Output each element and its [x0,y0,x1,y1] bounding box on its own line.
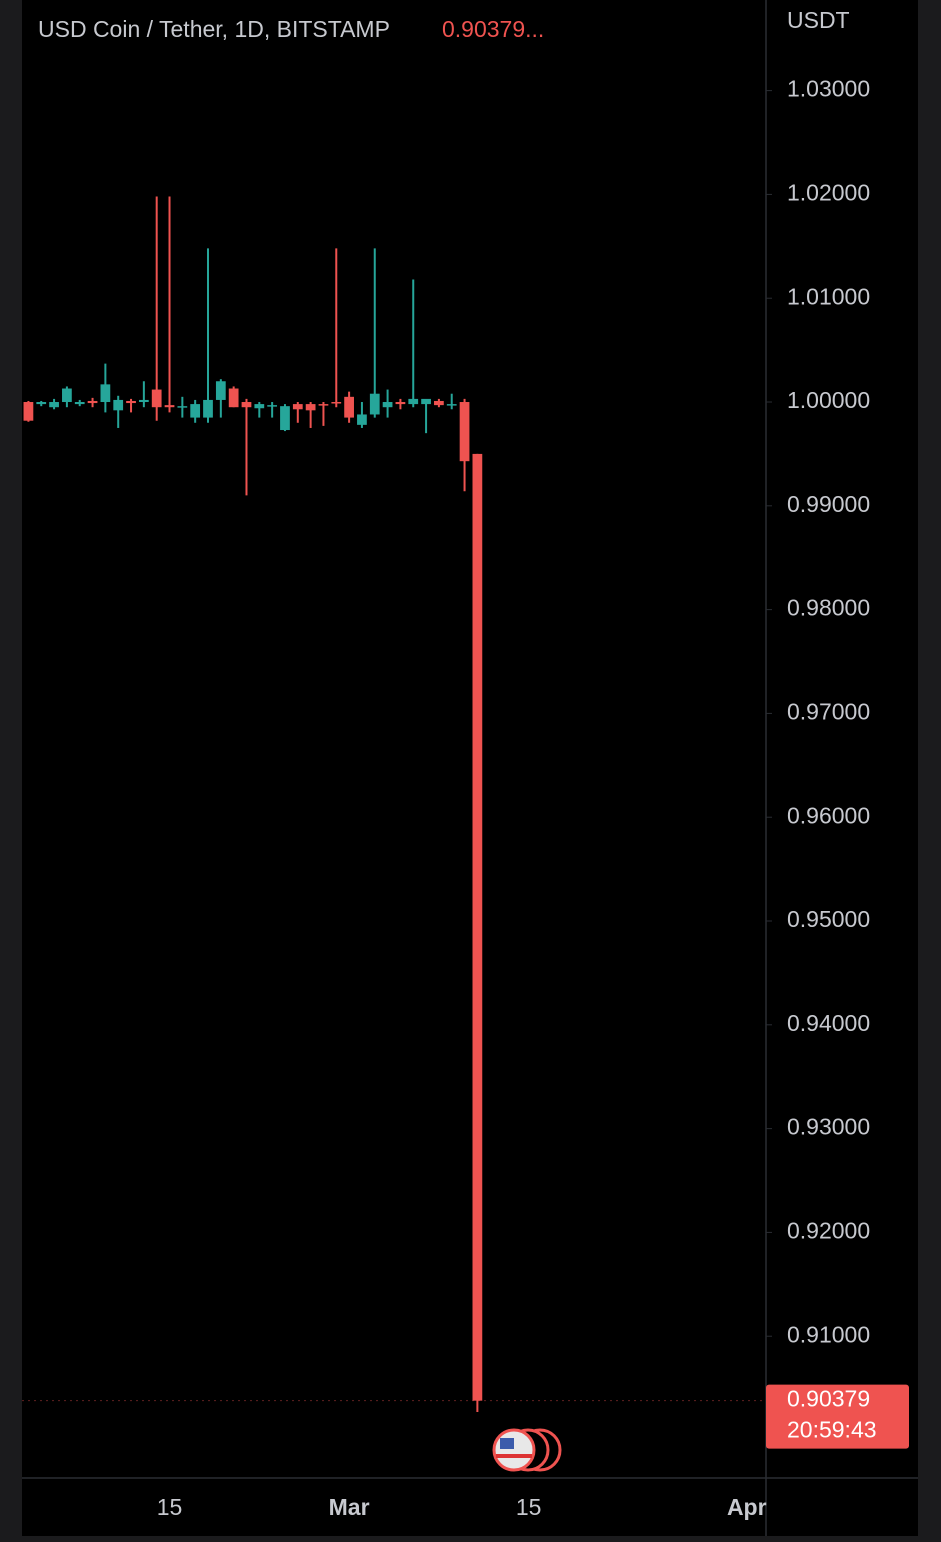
candle-body [408,398,419,405]
candle-body [190,404,201,418]
candle-body [113,399,124,411]
price-tag [766,1384,909,1449]
candle-body [421,398,431,405]
chart-background [22,0,918,1536]
event-icon [492,1428,536,1472]
candle-body [87,400,98,404]
y-tick-label: 0.91000 [787,1321,870,1347]
candle-body [344,396,354,418]
candle-body [446,404,457,406]
y-tick-label: 0.97000 [787,698,870,724]
y-tick-label: 0.95000 [787,906,870,932]
y-tick-label: 0.98000 [787,595,870,621]
header-price: 0.90379... [442,16,544,42]
candle-body [228,388,239,408]
candle-body [395,402,406,405]
flag-canton [500,1438,514,1449]
candle-body [459,402,470,462]
candle-body [151,389,162,408]
y-tick-label: 1.01000 [787,283,870,309]
candle-body [357,414,367,425]
candle-body [434,400,444,406]
candle-body [36,402,47,405]
candle-body [369,393,380,415]
candle-body [62,388,72,403]
candle-body [100,384,111,403]
candle-body [215,381,226,400]
x-tick-label: 15 [516,1494,542,1520]
candle-body [177,406,188,408]
y-tick-label: 1.00000 [787,387,870,413]
x-tick-label: Apr [727,1494,767,1520]
y-tick-label: 0.93000 [787,1114,870,1140]
y-tick-label: 0.96000 [787,802,870,828]
candle-body [138,399,149,403]
x-tick-label: 15 [157,1494,183,1520]
candle-body [267,405,278,407]
price-tag-value: 0.90379 [787,1386,870,1412]
y-tick-label: 0.99000 [787,491,870,517]
candle-body [241,402,252,408]
candle-body [331,402,342,404]
candle-body [280,406,290,431]
candle-body [164,405,175,408]
candle-body [382,402,393,408]
candle-body [254,404,265,409]
candle-body [472,453,483,1401]
x-tick-label: Mar [329,1494,370,1520]
flag-stripe [496,1454,532,1458]
y-tick-label: 1.03000 [787,76,870,102]
candle-body [305,404,316,411]
y-tick-label: 0.92000 [787,1217,870,1243]
candle-body [74,402,85,405]
candle-body [49,402,59,408]
y-tick-label: 1.02000 [787,179,870,205]
candle-body [23,402,34,421]
y-axis-label: USDT [787,7,850,33]
candle-body [126,400,136,404]
price-tag-countdown: 20:59:43 [787,1417,877,1443]
chart-title: USD Coin / Tether, 1D, BITSTAMP [38,16,390,42]
candle-body [318,404,329,406]
candle-body [203,399,213,418]
candle-body [292,404,303,410]
y-tick-label: 0.94000 [787,1010,870,1036]
event-icons [492,1428,562,1472]
